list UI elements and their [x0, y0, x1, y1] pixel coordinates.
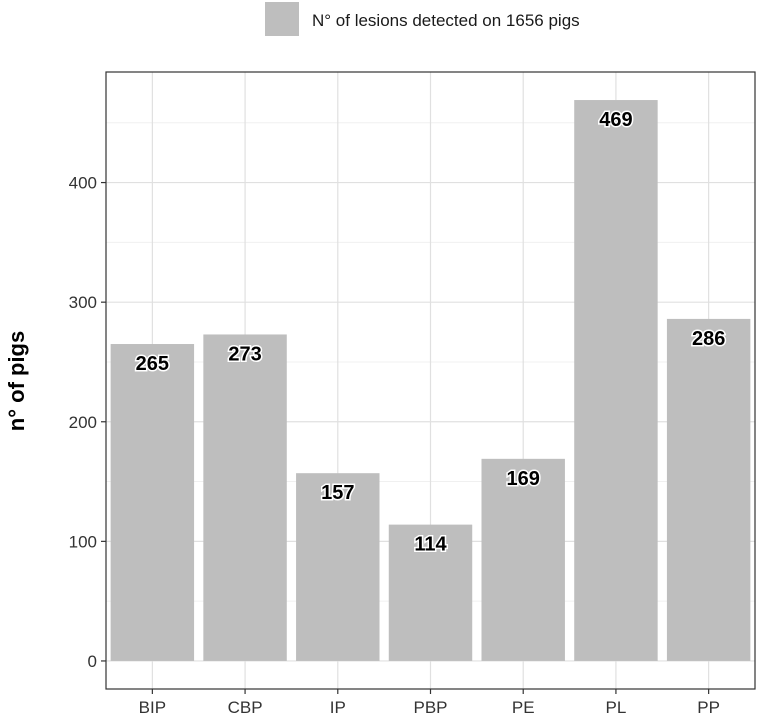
- bar-pe: [481, 458, 565, 661]
- data-label-pe: 169: [507, 468, 540, 490]
- x-axis: BIP CBP IP PBP PE PL PP: [139, 689, 720, 717]
- y-tick-label: 100: [69, 532, 97, 551]
- bar-bip: [110, 344, 195, 661]
- y-axis-label: n° of pigs: [4, 331, 29, 431]
- bar-pp: [666, 318, 751, 661]
- bar-pbp: [388, 524, 473, 661]
- bar-pl: [574, 100, 658, 661]
- x-tick-label: IP: [330, 698, 346, 717]
- data-label-bip: 265: [136, 353, 169, 375]
- x-tick-label: CBP: [228, 698, 263, 717]
- x-tick-label: PE: [512, 698, 535, 717]
- y-tick-label: 200: [69, 413, 97, 432]
- data-label-pbp: 114: [414, 534, 447, 556]
- y-tick-label: 0: [88, 652, 97, 671]
- x-tick-label: PL: [606, 698, 627, 717]
- legend-label: N° of lesions detected on 1656 pigs: [312, 11, 580, 30]
- x-tick-label: BIP: [139, 698, 166, 717]
- bars: [110, 100, 751, 661]
- data-label-pl: 469: [599, 109, 632, 131]
- x-tick-label: PBP: [413, 698, 447, 717]
- data-label-cbp: 273: [228, 343, 261, 365]
- data-label-pp: 286: [692, 328, 725, 350]
- legend-key: [265, 2, 299, 36]
- y-axis: 0 100 200 300 400: [69, 174, 106, 671]
- legend: N° of lesions detected on 1656 pigs: [265, 2, 580, 36]
- data-labels: 265 273 157 114 169 469 286: [134, 108, 727, 558]
- data-label-ip: 157: [321, 482, 354, 504]
- bar-ip: [296, 473, 380, 661]
- x-tick-label: PP: [697, 698, 720, 717]
- y-tick-label: 400: [69, 174, 97, 193]
- y-tick-label: 300: [69, 293, 97, 312]
- bar-cbp: [203, 334, 287, 661]
